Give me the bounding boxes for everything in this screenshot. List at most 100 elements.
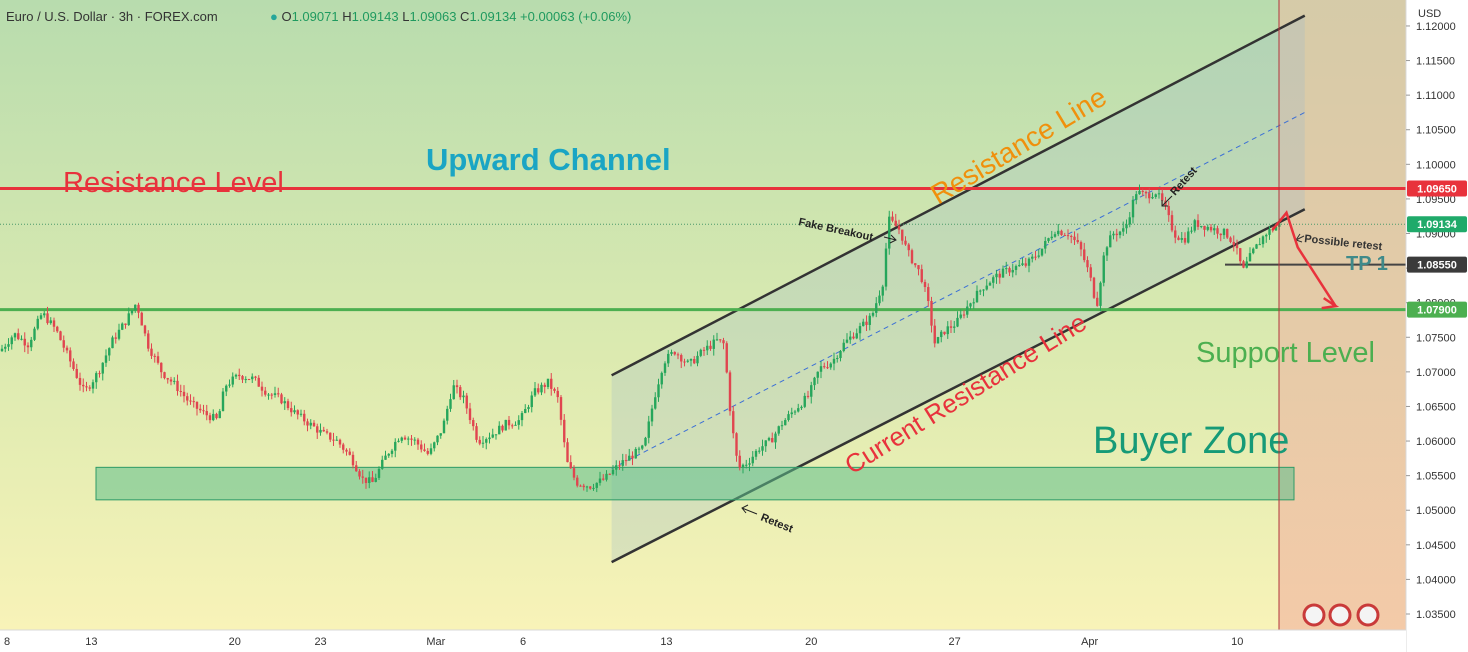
- candle-body: [527, 407, 530, 410]
- ohlc-label-L: L: [402, 9, 409, 24]
- candle-body: [85, 386, 88, 388]
- plot-background: [0, 0, 1406, 630]
- candle-body: [1255, 244, 1258, 249]
- candle-body: [855, 333, 858, 339]
- candle-body: [208, 415, 212, 421]
- currency-label: USD: [1418, 8, 1441, 20]
- candle-body: [1167, 206, 1170, 216]
- candle-body: [780, 425, 784, 427]
- candle-body: [394, 441, 397, 451]
- candle-body: [1027, 258, 1031, 266]
- candle-body: [332, 439, 335, 441]
- candle-body: [286, 401, 290, 409]
- candle-body: [1102, 255, 1105, 283]
- candle-body: [888, 216, 891, 249]
- candle-body: [1229, 237, 1232, 242]
- candle-body: [1053, 234, 1057, 237]
- candle-body: [472, 420, 475, 427]
- channel-lower-line[interactable]: [611, 208, 1306, 564]
- candle-body: [858, 326, 862, 334]
- ohlc-dot: ●: [270, 9, 281, 24]
- candle-body: [917, 265, 920, 270]
- candle-body: [832, 358, 836, 364]
- candle-body: [751, 456, 754, 464]
- candle-body: [1096, 297, 1099, 306]
- ohlc-value-H: 1.09143: [352, 9, 403, 24]
- candle-body: [390, 450, 394, 454]
- candle-body: [732, 411, 735, 434]
- candle-body: [23, 338, 26, 346]
- candle-body: [241, 376, 244, 380]
- tp1-label: TP 1: [1346, 253, 1388, 275]
- candle-body: [316, 426, 319, 433]
- candle-body: [624, 460, 628, 462]
- candle-body: [647, 421, 650, 438]
- candle-body: [160, 362, 163, 373]
- candle-body: [429, 448, 433, 454]
- candle-body: [696, 355, 699, 364]
- candle-body: [30, 339, 33, 348]
- candle-body: [1174, 230, 1177, 238]
- candle-body: [650, 408, 654, 422]
- candle-body: [1070, 235, 1073, 237]
- candle-body: [156, 356, 160, 363]
- candle-body: [319, 429, 322, 433]
- candle-body: [1086, 260, 1089, 268]
- candle-body: [689, 358, 693, 361]
- fake-breakout-arrow: [883, 234, 897, 244]
- candle-body: [748, 463, 751, 465]
- candle-body: [1011, 269, 1014, 273]
- candle-body: [69, 350, 72, 362]
- candle-body: [670, 352, 673, 354]
- candle-body: [1190, 230, 1193, 232]
- candle-body: [504, 419, 507, 431]
- upward-channel-label: Upward Channel: [426, 142, 671, 177]
- candle-body: [813, 377, 816, 386]
- buyer-zone-box[interactable]: [95, 466, 1295, 501]
- y-tick-label: 1.06000: [1416, 436, 1456, 448]
- candle-body: [267, 394, 270, 396]
- candle-body: [914, 263, 917, 266]
- candle-body: [894, 220, 897, 227]
- candle-body: [836, 358, 839, 360]
- candle-body: [1177, 237, 1180, 240]
- candle-body: [296, 410, 299, 415]
- candle-body: [169, 379, 173, 382]
- channel-upper-line[interactable]: [611, 14, 1306, 377]
- candle-body: [481, 442, 485, 444]
- candle-body: [1151, 196, 1154, 199]
- candle-body: [182, 391, 186, 397]
- x-tick-label: Apr: [1081, 636, 1098, 648]
- candle-body: [865, 321, 868, 325]
- candle-body: [101, 362, 104, 374]
- ohlc-values: ● O1.09071 H1.09143 L1.09063 C1.09134 +0…: [270, 9, 631, 24]
- us-flag-icon-3[interactable]: [1356, 603, 1380, 627]
- candle-body: [546, 378, 550, 387]
- flag-icons[interactable]: [1302, 603, 1380, 627]
- candle-body: [566, 442, 569, 463]
- candle-body: [592, 487, 595, 489]
- candle-body: [657, 384, 660, 398]
- candle-body: [436, 435, 439, 443]
- candle-body: [982, 289, 985, 291]
- candle-body: [764, 440, 767, 447]
- y-tick-label: 1.03500: [1416, 609, 1456, 621]
- us-flag-icon[interactable]: [1302, 603, 1326, 627]
- candle-body: [722, 340, 725, 344]
- candle-body: [306, 421, 309, 426]
- candle-body: [806, 395, 810, 397]
- candle-body: [1060, 230, 1063, 236]
- us-flag-icon-2[interactable]: [1328, 603, 1352, 627]
- candle-body: [995, 273, 998, 278]
- candle-body: [1040, 248, 1044, 256]
- candle-body: [579, 485, 582, 487]
- candle-body: [988, 282, 992, 286]
- candle-body: [1239, 248, 1242, 262]
- candle-body: [774, 433, 777, 443]
- candle-body: [1203, 225, 1206, 230]
- candle-body: [992, 277, 995, 283]
- candle-body: [1219, 233, 1222, 236]
- candle-body: [1138, 190, 1141, 195]
- candle-body: [91, 382, 95, 389]
- candle-body: [923, 281, 927, 288]
